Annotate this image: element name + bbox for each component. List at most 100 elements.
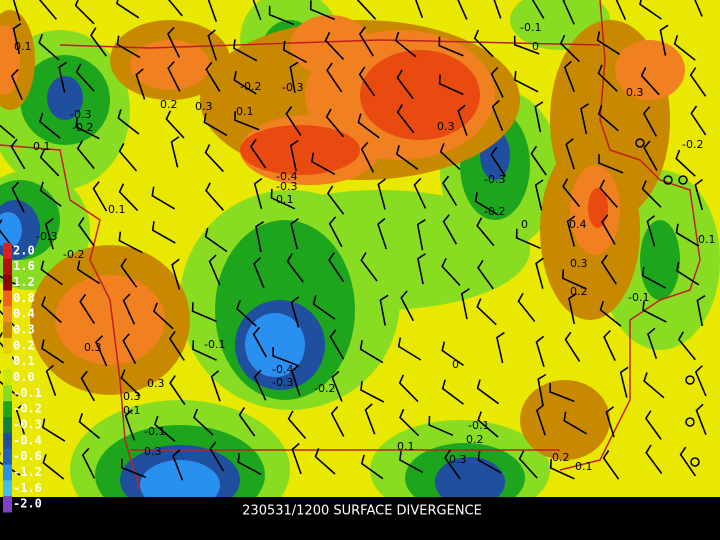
wind-barb <box>642 301 667 323</box>
wind-barb <box>238 406 256 437</box>
wind-barb <box>314 448 336 475</box>
wind-barb <box>490 66 504 98</box>
wind-barb <box>601 254 617 285</box>
wind-barb <box>118 183 139 212</box>
legend-label: 0.0 <box>13 370 35 384</box>
wind-barb <box>642 106 658 137</box>
wind-barb <box>167 26 181 58</box>
wind-barb <box>38 112 61 139</box>
wind-barb <box>530 145 547 176</box>
wind-barb <box>272 347 298 367</box>
wind-barb <box>205 182 224 211</box>
wind-barb <box>534 179 544 211</box>
wind-barb <box>615 0 627 21</box>
wind-barb <box>535 257 544 289</box>
wind-barb <box>476 217 495 247</box>
wind-barb <box>359 340 384 364</box>
wind-barb <box>44 218 54 250</box>
wind-barb <box>416 219 426 251</box>
contour-label: 0.3 <box>626 86 644 99</box>
wind-barb <box>74 0 95 25</box>
wind-barb <box>122 293 136 325</box>
legend-label: -1.6 <box>13 481 42 495</box>
wind-barb <box>290 364 301 396</box>
legend-label: 0.2 <box>13 338 35 352</box>
contour-label: -0.3 <box>282 81 303 94</box>
wind-barb <box>398 374 419 403</box>
wind-barb <box>165 110 185 139</box>
wind-barb <box>252 326 267 358</box>
legend-swatch <box>3 496 12 513</box>
wind-barb <box>518 450 538 479</box>
wind-barb <box>207 0 218 22</box>
contour-label: 0.3 <box>84 341 102 354</box>
contour-label: -0.1 <box>144 425 165 438</box>
wind-barb <box>116 0 140 19</box>
wind-barb <box>250 138 267 169</box>
contour-label: 0.3 <box>570 257 588 270</box>
wind-barb <box>599 301 622 327</box>
wind-barb <box>290 218 299 250</box>
contour-label: -0.2 <box>63 248 84 261</box>
wind-barb <box>696 295 706 327</box>
legend-swatch <box>3 274 12 291</box>
wind-barb <box>0 124 16 139</box>
wind-barb <box>563 411 588 435</box>
wind-barb <box>209 441 225 472</box>
contour-label: 0.1 <box>236 105 254 118</box>
wind-barb <box>537 373 547 405</box>
wind-barb <box>360 381 385 403</box>
wind-barb <box>399 450 424 474</box>
wind-barb <box>203 113 228 137</box>
legend-swatch <box>3 353 12 371</box>
wind-barb <box>490 146 507 177</box>
color-legend: 2.0 1.6 1.2 0.8 0.4 0.30.2 0.1 0.0 -0.1 -0.2-0.3 -… <box>3 243 42 513</box>
wind-barb <box>90 27 108 57</box>
wind-barb <box>641 180 662 208</box>
wind-barb <box>645 444 663 474</box>
wind-barb <box>167 0 183 17</box>
contour-labels: 0.1 0.2 0.3 -0.2 -0.3 0.1 0.3 -0.1 0 0.3… <box>14 21 716 473</box>
wind-barb <box>597 105 619 132</box>
wind-barb <box>605 406 615 438</box>
wind-barb <box>286 253 304 283</box>
wind-barb <box>428 415 454 437</box>
wind-barb <box>135 68 146 100</box>
contour-label: 0.2 <box>570 285 588 298</box>
wind-barb <box>291 442 302 475</box>
wind-barb <box>309 0 336 21</box>
contour-label: 0.2 <box>160 98 178 111</box>
wind-barb <box>559 34 580 63</box>
contour-label: 0.1 <box>397 440 415 453</box>
wind-barb <box>515 228 541 250</box>
wind-barb <box>356 0 377 20</box>
calm-circles <box>635 138 700 467</box>
wind-barb <box>646 215 656 247</box>
contour-label: 0.3 <box>437 120 455 133</box>
wind-barb <box>442 214 458 245</box>
wind-barb <box>39 148 60 177</box>
wind-barb <box>694 178 704 211</box>
wind-barb <box>78 216 95 247</box>
wind-barb <box>92 181 108 212</box>
contour-label: -0.1 <box>204 338 225 351</box>
wind-barb <box>290 296 300 328</box>
wind-barb <box>312 295 336 320</box>
contour-label: -0.1 <box>520 21 541 34</box>
contour-label: 0.2 <box>552 451 570 464</box>
wind-barb <box>580 103 589 135</box>
wind-barb <box>10 138 26 170</box>
contour-label: 0.1 <box>698 233 716 246</box>
contour-label: -0.1 <box>468 419 489 432</box>
legend-swatch <box>3 306 12 323</box>
wind-barb <box>120 369 141 397</box>
wind-barb <box>644 410 662 440</box>
wind-barb <box>15 403 25 435</box>
wind-barb <box>268 5 294 26</box>
legend-label: 0.4 <box>13 307 35 321</box>
contour-label: 0.1 <box>276 193 294 206</box>
wind-barb <box>75 63 95 92</box>
wind-barb <box>311 152 336 176</box>
wind-barb <box>253 177 263 210</box>
